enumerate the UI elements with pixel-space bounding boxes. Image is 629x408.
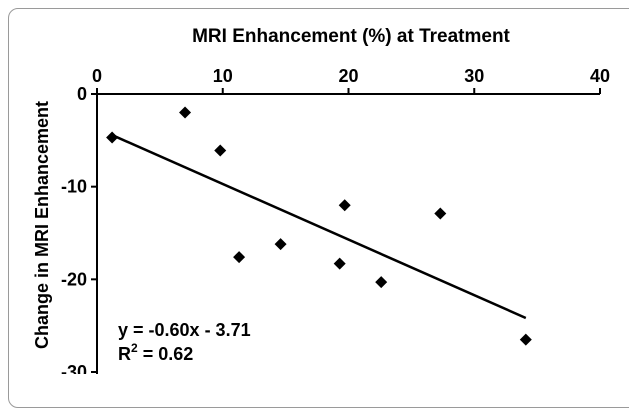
y-tick-label: -30 xyxy=(61,362,87,374)
data-point xyxy=(519,333,532,346)
regression-equation: y = -0.60x - 3.71 xyxy=(118,320,251,340)
x-tick-label: 30 xyxy=(464,66,484,86)
y-tick-label: -20 xyxy=(61,269,87,289)
r-squared: R2 = 0.62 xyxy=(118,341,193,364)
data-point xyxy=(434,207,447,220)
y-tick-label: -10 xyxy=(61,177,87,197)
x-tick-label: 20 xyxy=(338,66,358,86)
trendline-group xyxy=(111,133,527,320)
x-tick-label: 10 xyxy=(213,66,233,86)
data-point xyxy=(179,106,192,119)
y-tick-label: 0 xyxy=(77,84,87,104)
y-axis-label: Change in MRI Enhancement xyxy=(32,101,52,349)
data-point xyxy=(338,199,351,212)
data-point xyxy=(106,131,119,144)
x-tick-label: 0 xyxy=(92,66,102,86)
data-point xyxy=(333,257,346,270)
data-point xyxy=(375,276,388,289)
chart-title: MRI Enhancement (%) at Treatment xyxy=(192,26,510,47)
data-point xyxy=(233,251,246,264)
data-point xyxy=(274,238,287,251)
r2-prefix: R xyxy=(118,344,131,364)
r2-value: = 0.62 xyxy=(138,344,194,364)
trendline xyxy=(111,133,527,320)
axes: 0 10 20 30 40 0 -10 -20 -30 xyxy=(61,66,610,374)
r2-superscript: 2 xyxy=(131,341,138,355)
data-point xyxy=(214,144,227,157)
x-tick-label: 40 xyxy=(590,66,610,86)
data-points xyxy=(106,106,532,346)
scatter-chart: MRI Enhancement (%) at Treatment Change … xyxy=(32,26,610,374)
